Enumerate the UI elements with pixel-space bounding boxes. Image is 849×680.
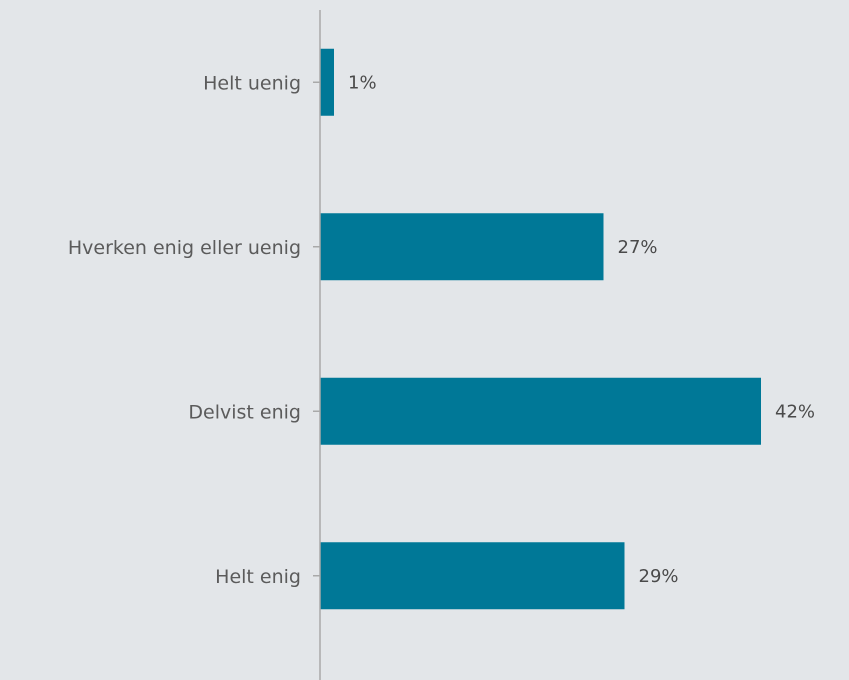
bars-group xyxy=(320,48,761,610)
category-tick-label: Delvist enig xyxy=(188,401,301,423)
bar xyxy=(320,377,761,445)
category-tick-label: Hverken enig eller uenig xyxy=(68,237,301,259)
labels-group: Helt uenig 1% Hverken enig eller uenig 27% D… xyxy=(68,72,815,588)
tick-marks-group xyxy=(313,81,320,577)
data-label: 29% xyxy=(639,566,679,587)
data-label: 1% xyxy=(348,72,377,93)
data-label: 42% xyxy=(775,401,815,422)
category-tick-label: Helt uenig xyxy=(203,72,301,94)
bar xyxy=(320,213,604,281)
bar xyxy=(320,48,334,116)
bar xyxy=(320,542,625,610)
data-label: 27% xyxy=(618,237,658,258)
category-tick-label: Helt enig xyxy=(215,566,301,588)
